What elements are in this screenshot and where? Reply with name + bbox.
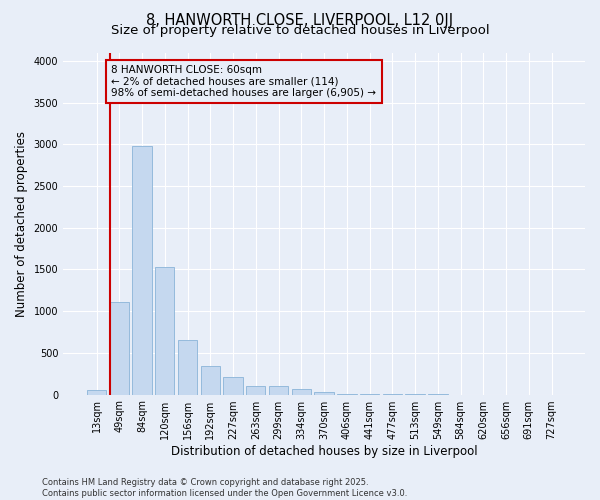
Bar: [200, 366, 220, 394]
Text: Contains HM Land Registry data © Crown copyright and database right 2025.
Contai: Contains HM Land Registry data © Crown c…: [42, 478, 407, 498]
Y-axis label: Number of detached properties: Number of detached properties: [15, 130, 28, 316]
Bar: [269, 386, 288, 394]
Bar: [292, 389, 311, 394]
Bar: [110, 302, 129, 394]
Bar: [246, 386, 265, 394]
X-axis label: Distribution of detached houses by size in Liverpool: Distribution of detached houses by size …: [171, 444, 478, 458]
Text: Size of property relative to detached houses in Liverpool: Size of property relative to detached ho…: [110, 24, 490, 37]
Text: 8 HANWORTH CLOSE: 60sqm
← 2% of detached houses are smaller (114)
98% of semi-de: 8 HANWORTH CLOSE: 60sqm ← 2% of detached…: [112, 65, 376, 98]
Bar: [155, 267, 175, 394]
Bar: [178, 340, 197, 394]
Bar: [87, 390, 106, 394]
Bar: [314, 392, 334, 394]
Bar: [223, 378, 243, 394]
Bar: [133, 146, 152, 394]
Text: 8, HANWORTH CLOSE, LIVERPOOL, L12 0JJ: 8, HANWORTH CLOSE, LIVERPOOL, L12 0JJ: [146, 12, 454, 28]
